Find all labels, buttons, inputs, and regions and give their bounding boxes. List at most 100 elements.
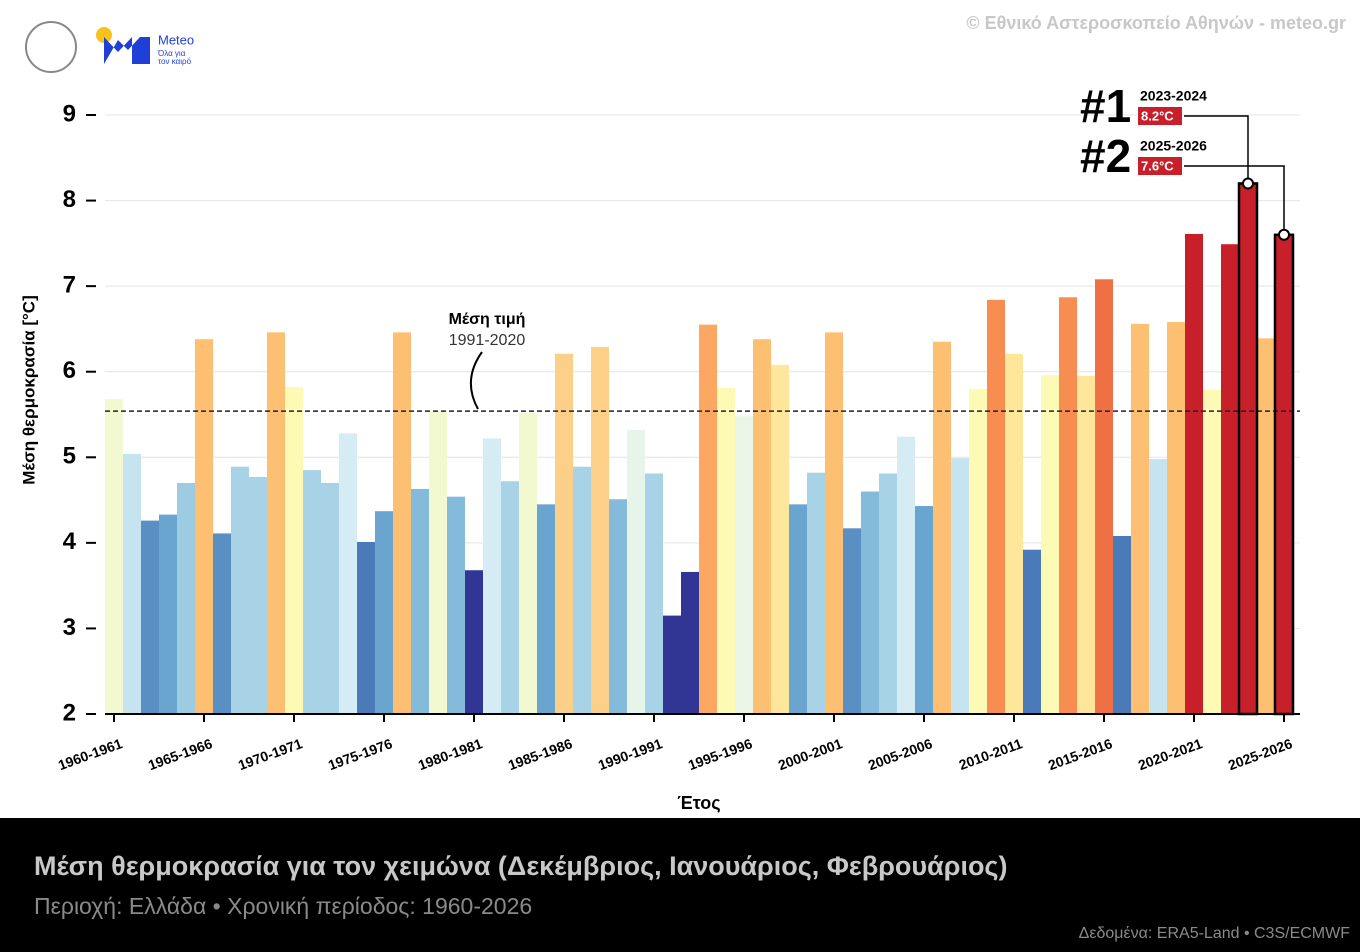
bar bbox=[123, 453, 141, 714]
bar bbox=[141, 520, 159, 714]
bar bbox=[735, 416, 753, 714]
bar bbox=[627, 429, 645, 714]
logo-tagline: τον καιρό bbox=[158, 57, 192, 66]
y-tick-label: 6 bbox=[63, 357, 76, 384]
bar bbox=[411, 488, 429, 714]
bar bbox=[915, 506, 933, 714]
highlight-period: 2025-2026 bbox=[1140, 138, 1207, 154]
bar bbox=[177, 482, 195, 714]
bar bbox=[1131, 323, 1149, 714]
footer bbox=[0, 818, 1360, 952]
bar bbox=[807, 472, 825, 714]
bar bbox=[483, 438, 501, 714]
highlight-period: 2023-2024 bbox=[1140, 88, 1207, 104]
y-tick-label: 2 bbox=[63, 699, 76, 726]
bar bbox=[303, 470, 321, 714]
bar bbox=[339, 433, 357, 714]
highlight-label-box bbox=[1138, 157, 1182, 175]
bar bbox=[933, 341, 951, 714]
credit: © Εθνικό Αστεροσκοπείο Αθηνών - meteo.gr bbox=[966, 13, 1346, 33]
bar bbox=[1239, 183, 1257, 714]
bar bbox=[987, 299, 1005, 714]
bar bbox=[1185, 233, 1203, 715]
bar bbox=[771, 364, 789, 714]
bar bbox=[213, 533, 231, 714]
observatory-logo bbox=[25, 21, 77, 73]
highlight-connector bbox=[1184, 115, 1249, 184]
bar bbox=[537, 504, 555, 714]
bar bbox=[1059, 297, 1077, 714]
bar bbox=[519, 412, 537, 714]
bar bbox=[159, 514, 177, 714]
bar bbox=[1257, 338, 1275, 714]
logo-sun bbox=[96, 27, 112, 43]
logo-tagline: Όλα για bbox=[157, 49, 186, 58]
highlight-rank: #2 bbox=[1080, 130, 1131, 182]
bar bbox=[1077, 375, 1095, 714]
y-tick-label: 3 bbox=[63, 614, 76, 641]
highlight-rank: #1 bbox=[1080, 80, 1131, 132]
highlight-value-label: 8.2°C bbox=[1141, 108, 1174, 123]
bar bbox=[1113, 536, 1131, 714]
bar bbox=[681, 571, 699, 714]
bar bbox=[969, 388, 987, 714]
bar bbox=[645, 473, 663, 714]
highlight-value-label: 7.6°C bbox=[1141, 158, 1174, 173]
bar bbox=[1167, 322, 1185, 714]
bar bbox=[573, 466, 591, 714]
bar bbox=[393, 332, 411, 714]
bar bbox=[789, 504, 807, 714]
bar bbox=[825, 332, 843, 714]
footer-source: Δεδομένα: ERA5-Land • C3S/ECMWF bbox=[1079, 925, 1351, 942]
mean-period: 1991-2020 bbox=[449, 332, 526, 349]
bar bbox=[1041, 375, 1059, 714]
bar bbox=[1005, 353, 1023, 714]
y-tick-label: 7 bbox=[63, 271, 76, 298]
bar bbox=[843, 528, 861, 714]
bar bbox=[555, 353, 573, 714]
bar bbox=[1203, 389, 1221, 714]
bar bbox=[879, 473, 897, 714]
bar bbox=[285, 387, 303, 714]
mean-label: Μέση τιμή bbox=[449, 311, 526, 328]
logo-m bbox=[104, 37, 150, 64]
bar bbox=[249, 476, 267, 714]
highlight-dot bbox=[1242, 177, 1254, 190]
bar bbox=[375, 511, 393, 714]
bar bbox=[465, 570, 483, 714]
bar bbox=[429, 411, 447, 714]
y-axis-label: Μέση θερμοκρασία [°C] bbox=[19, 295, 38, 485]
bar bbox=[357, 542, 375, 714]
bar bbox=[897, 436, 915, 714]
bar bbox=[267, 332, 285, 714]
bar bbox=[501, 481, 519, 714]
highlight-dot bbox=[1278, 228, 1290, 241]
bar bbox=[663, 615, 681, 714]
bar bbox=[195, 339, 213, 714]
bar bbox=[231, 466, 249, 714]
y-tick-label: 5 bbox=[63, 443, 76, 470]
y-tick-label: 4 bbox=[63, 528, 77, 555]
bar bbox=[717, 387, 735, 714]
bar bbox=[753, 339, 771, 714]
y-tick-label: 8 bbox=[63, 186, 76, 213]
bar bbox=[1221, 244, 1239, 714]
logo-name: Meteo bbox=[158, 32, 194, 47]
mean-arrow bbox=[469, 351, 483, 410]
y-tick-label: 9 bbox=[63, 100, 76, 127]
bar bbox=[321, 482, 339, 714]
highlight-label-box bbox=[1138, 107, 1182, 125]
bar bbox=[1149, 458, 1167, 714]
bar bbox=[951, 458, 969, 714]
bar bbox=[447, 496, 465, 714]
bar bbox=[591, 346, 609, 714]
bar bbox=[1095, 279, 1113, 714]
x-axis-label: Έτος bbox=[677, 793, 720, 813]
footer-subtitle: Περιοχή: Ελλάδα • Χρονική περίοδος: 1960… bbox=[34, 893, 532, 919]
highlight-connector bbox=[1184, 165, 1285, 235]
bar bbox=[1275, 234, 1293, 715]
bar bbox=[699, 324, 717, 714]
bar bbox=[105, 399, 123, 714]
bar bbox=[861, 491, 879, 714]
